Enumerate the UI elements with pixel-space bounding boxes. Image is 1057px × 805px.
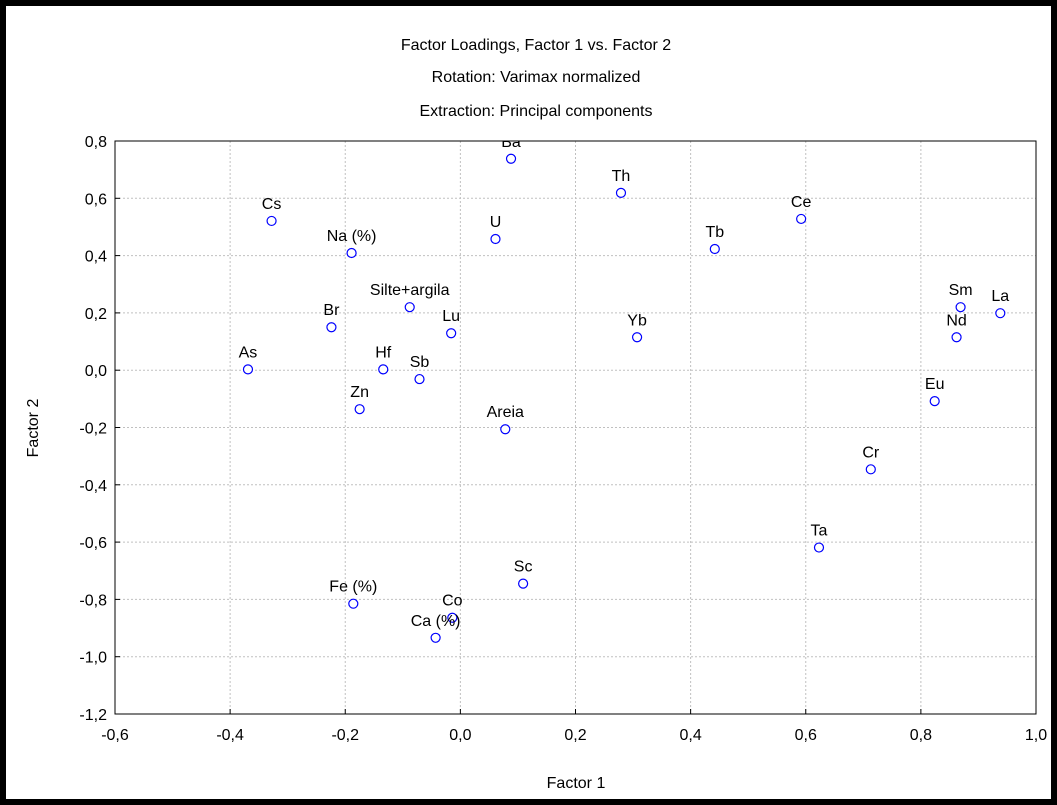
- point-label: Sc: [514, 559, 533, 576]
- point: [266, 215, 277, 227]
- point-label: Br: [323, 302, 340, 319]
- point-label: Th: [612, 168, 631, 185]
- point-label: Ta: [811, 523, 828, 540]
- point: [326, 322, 337, 333]
- x-tick-label: -0,4: [216, 727, 244, 744]
- point: [490, 233, 501, 245]
- point-label: Lu: [442, 308, 460, 325]
- point: [242, 364, 254, 375]
- x-tick-label: 0,2: [564, 727, 586, 744]
- point-label: La: [991, 288, 1009, 305]
- point: [615, 187, 627, 198]
- y-tick-label: -1,0: [79, 650, 107, 667]
- point-label: As: [239, 344, 258, 361]
- point: [865, 464, 876, 475]
- x-tick-label: -0,2: [331, 727, 359, 744]
- ticks: -0,6 -0,4 -0,2 0,0 0,2 0,4 0,6 0,8 1,0 -1,2 -1,0 -0…: [79, 134, 1047, 744]
- point: [447, 612, 458, 623]
- y-tick-label: -0,6: [79, 535, 107, 552]
- point: [500, 424, 511, 435]
- point-label: Ca (%): [411, 613, 461, 630]
- point: [631, 332, 643, 343]
- point-label: Zn: [350, 384, 369, 401]
- y-tick-label: -0,4: [79, 478, 107, 495]
- point-label: Fe (%): [329, 579, 377, 596]
- point-label: Sm: [949, 282, 973, 299]
- y-tick-label: 0,6: [85, 191, 107, 208]
- y-tick-label: 0,0: [85, 363, 107, 380]
- point: [404, 302, 415, 313]
- point-label: Sb: [410, 354, 430, 371]
- y-tick-label: -0,2: [79, 421, 107, 438]
- chart-title: Factor Loadings, Factor 1 vs. Factor 2: [401, 37, 671, 54]
- y-tick-label: 0,4: [85, 249, 107, 266]
- x-tick-label: 1,0: [1025, 727, 1047, 744]
- point: [813, 542, 825, 553]
- point-label: Silte+argila: [370, 282, 450, 299]
- point: [430, 632, 441, 643]
- y-tick-label: -0,8: [79, 592, 107, 609]
- point-label: Tb: [705, 224, 724, 241]
- x-tick-label: 0,6: [795, 727, 817, 744]
- point: [348, 598, 359, 609]
- y-tick-label: 0,8: [85, 134, 107, 151]
- points: Ba Th Cs Ce U Tb Na (%) Sm Silte+argila La Br Lu Yb N…: [239, 134, 1009, 643]
- y-tick-label: 0,2: [85, 306, 107, 323]
- y-axis-label: Factor 2: [25, 399, 42, 458]
- point: [929, 396, 940, 407]
- point: [354, 404, 365, 415]
- x-axis-label: Factor 1: [547, 775, 606, 792]
- point-label: U: [490, 214, 502, 231]
- point: [346, 247, 357, 259]
- x-tick-label: 0,8: [910, 727, 932, 744]
- point: [995, 308, 1006, 319]
- point: [446, 328, 457, 339]
- point-label: Ce: [791, 194, 812, 211]
- point-label: Na (%): [327, 228, 377, 245]
- point-label: Co: [442, 593, 463, 610]
- point: [414, 373, 425, 385]
- point-label: Hf: [375, 344, 392, 361]
- chart-subtitle: Extraction: Principal components: [420, 103, 653, 120]
- point-label: Nd: [946, 312, 966, 329]
- x-tick-label: 0,0: [449, 727, 471, 744]
- point: [951, 332, 962, 343]
- point: [955, 302, 966, 313]
- chart-subtitle: Rotation: Varimax normalized: [432, 69, 641, 86]
- point-label: Areia: [487, 404, 524, 421]
- point-label: Cr: [862, 444, 880, 461]
- y-tick-label: -1,2: [79, 707, 107, 724]
- point: [505, 153, 517, 164]
- point: [378, 364, 389, 375]
- point-label: Cs: [262, 196, 282, 213]
- x-tick-label: 0,4: [680, 727, 702, 744]
- point-label: Yb: [627, 312, 647, 329]
- point-label: Eu: [925, 376, 945, 393]
- point-label: Ba: [501, 134, 521, 151]
- point: [518, 578, 529, 589]
- point: [796, 213, 807, 225]
- x-tick-label: -0,6: [101, 727, 129, 744]
- point: [709, 243, 720, 255]
